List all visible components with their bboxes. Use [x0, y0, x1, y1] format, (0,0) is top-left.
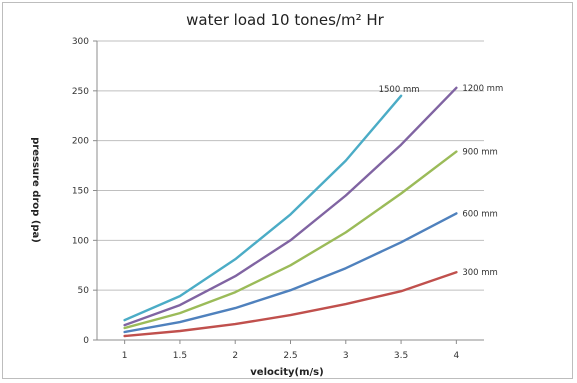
y-tick-label: 0	[83, 336, 89, 346]
series-label-1500-mm: 1500 mm	[379, 85, 420, 95]
y-tick-label: 300	[72, 37, 89, 47]
x-tick-label: 4	[453, 351, 459, 361]
series-line-1200-mm	[123, 86, 458, 327]
x-tick-label: 2	[232, 351, 238, 361]
series-line-300-mm	[123, 271, 458, 338]
y-tick-label: 200	[72, 137, 89, 147]
series-labels: 300 mm 600 mm 900 mm 1200 mm 1500 mm	[379, 84, 504, 278]
y-tick-label: 100	[72, 236, 89, 246]
x-tick-label: 3.5	[394, 351, 408, 361]
axes	[93, 40, 484, 344]
y-axis-label: pressure drop (pa)	[30, 137, 41, 243]
gridlines	[97, 40, 484, 291]
x-axis-label: velocity(m/s)	[250, 367, 323, 378]
series-line-600-mm	[123, 212, 458, 334]
series-label-900-mm: 900 mm	[462, 148, 498, 158]
y-tick-label: 150	[72, 187, 89, 197]
series-label-600-mm: 600 mm	[462, 209, 498, 219]
series-label-1200-mm: 1200 mm	[462, 84, 503, 94]
y-tick-label: 50	[78, 286, 90, 296]
x-tick-labels: 1 1.5 2 2.5 3 3.5 4	[122, 351, 460, 361]
series-label-300-mm: 300 mm	[462, 268, 498, 278]
x-tick-label: 3	[343, 351, 349, 361]
y-tick-label: 250	[72, 87, 89, 97]
x-tick-label: 1.5	[173, 351, 187, 361]
y-tick-labels: 0 50 100 150 200 250 300	[72, 37, 89, 346]
x-tick-label: 2.5	[283, 351, 297, 361]
series-line-1500-mm	[123, 94, 403, 322]
series-line-900-mm	[123, 150, 458, 330]
chart-title: water load 10 tones/m² Hr	[186, 11, 385, 29]
series-lines	[123, 86, 458, 338]
x-tick-label: 1	[122, 351, 128, 361]
